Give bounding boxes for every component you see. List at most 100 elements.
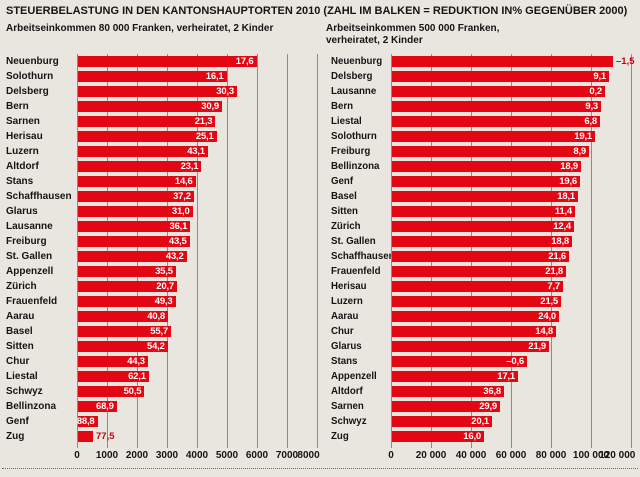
city-label: Bern [331,101,354,112]
bar-row: Bern 9,3 [326,99,632,114]
city-label: Solothurn [6,71,54,82]
reduction-label: 30,9 [201,101,219,112]
bar-track: 50,5 [77,384,318,399]
city-label: St. Gallen [6,251,53,262]
bar-track: –1,5 [391,54,635,69]
bar-row: Basel 18,1 [326,189,632,204]
city-label: Sarnen [6,116,40,127]
reduction-label: 8,9 [573,146,586,157]
tax-bar: 0,2 [392,86,605,97]
bar-track: 20,1 [391,414,632,429]
bar-track: 0,2 [391,84,632,99]
tax-bar: 68,9 [78,401,117,412]
city-label: Zug [331,431,349,442]
tax-bar: 20,1 [392,416,492,427]
bar-row: Sarnen 29,9 [326,399,632,414]
bar-row: Liestal 62,1 [0,369,318,384]
bar-track: 29,9 [391,399,632,414]
bar-track: 24,0 [391,309,632,324]
city-label: Herisau [331,281,367,292]
bar-row: Luzern 43,1 [0,144,318,159]
bar-track: 16,0 [391,429,632,444]
tax-bar: 43,1 [78,146,208,157]
tax-bar: 55,7 [78,326,171,337]
city-label: Sitten [331,206,358,217]
bar-track: 37,2 [77,189,318,204]
bar-row: Sitten 54,2 [0,339,318,354]
charts-area: Neuenburg 17,6 Solothurn 16,1 Delsberg 30,3 Be… [0,54,640,462]
city-label: Sitten [6,341,34,352]
reduction-label: 17,6 [235,56,254,67]
reduction-label: 77,5 [96,431,115,442]
bar-row: Solothurn 16,1 [0,69,318,84]
reduction-label: 68,9 [95,401,114,412]
bar-row: Glarus 21,9 [326,339,632,354]
left-chart-subtitle: Arbeitseinkommen 80 000 Franken, verheir… [6,23,274,34]
city-label: Zürich [6,281,37,292]
bar-track: 21,6 [391,249,632,264]
city-label: Bern [6,101,29,112]
bar-row: Chur 44,3 [0,354,318,369]
reduction-label: –0,6 [506,356,524,367]
tax-bar: 23,1 [78,161,202,172]
city-label: Solothurn [331,131,377,142]
bar-row: Freiburg 43,5 [0,234,318,249]
bar-row: Neuenburg 17,6 [0,54,318,69]
bar-row: Lausanne 36,1 [0,219,318,234]
tax-bar: 37,2 [78,191,194,202]
bar-row: Herisau 25,1 [0,129,318,144]
bar-track: 18,9 [391,159,632,174]
city-label: Luzern [331,296,363,307]
tax-bar: 18,1 [392,191,578,202]
bar-track: 40,8 [77,309,318,324]
bar-track: 43,2 [77,249,318,264]
bar-track: 43,1 [77,144,318,159]
reduction-label: 21,6 [548,251,566,262]
bar-track: 9,3 [391,99,632,114]
tax-bar: 7,7 [392,281,563,292]
city-label: Chur [6,356,30,367]
bar-row: Sitten 11,4 [326,204,632,219]
tax-bar: 44,3 [78,356,148,367]
city-label: Lausanne [6,221,53,232]
bar-row: Bellinzona 68,9 [0,399,318,414]
bar-track: 8,9 [391,144,632,159]
reduction-label: 23,1 [180,161,199,172]
reduction-label: 9,1 [593,71,606,82]
page-title: STEUERBELASTUNG IN DEN KANTONSHAUPTORTEN… [6,5,628,17]
reduction-label: 43,1 [187,146,205,157]
tax-bar: 62,1 [78,371,149,382]
bar-row: Delsberg 30,3 [0,84,318,99]
bar-row: Glarus 31,0 [0,204,318,219]
bar-track: 21,9 [391,339,632,354]
x-tick-label: 3000 [155,450,179,461]
bar-track: 49,3 [77,294,318,309]
bar-row: Freiburg 8,9 [326,144,632,159]
reduction-label: 14,6 [174,176,193,187]
city-label: Freiburg [6,236,47,247]
x-tick-label: 100 000 [572,450,610,461]
reduction-label: 12,4 [553,221,571,232]
bar-track: 44,3 [77,354,318,369]
x-tick-label: 8000 [297,450,320,461]
bar-track: 21,3 [77,114,318,129]
bar-track: 21,8 [391,264,632,279]
city-label: St. Gallen [331,236,376,247]
x-axis-ticks [77,444,318,448]
city-label: Bellinzona [6,401,57,412]
tax-bar: 43,2 [78,251,187,262]
reduction-label: 37,2 [173,191,191,202]
tax-bar: 31,0 [78,206,193,217]
tax-bar: 21,9 [392,341,549,352]
city-label: Basel [6,326,33,337]
city-label: Appenzell [6,266,54,277]
bar-track: 88,8 [77,414,318,429]
bar-track: 6,8 [391,114,632,129]
reduction-label: 36,1 [169,221,188,232]
bar-track: 43,5 [77,234,318,249]
bar-row: Zürich 20,7 [0,279,318,294]
x-tick-label: 1000 [95,450,119,461]
tax-bar: 30,3 [78,86,237,97]
subtitle-row: Arbeitseinkommen 80 000 Franken, verheir… [0,23,640,47]
right-chart-subtitle: Arbeitseinkommen 500 000 Franken, verhei… [326,23,500,46]
